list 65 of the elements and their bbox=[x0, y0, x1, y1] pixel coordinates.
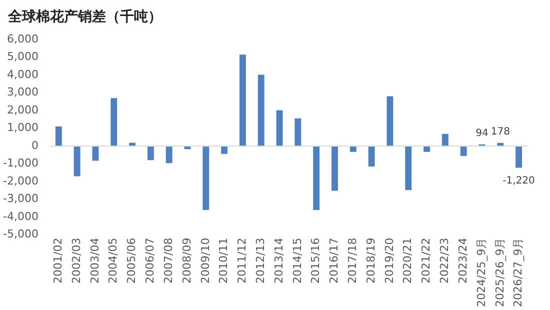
x-tick-label: 2002/03 bbox=[70, 238, 83, 284]
bar bbox=[460, 146, 467, 156]
bar bbox=[276, 110, 283, 146]
x-tick-label: 2006/07 bbox=[144, 238, 157, 284]
bar bbox=[258, 74, 264, 146]
bar bbox=[129, 142, 136, 146]
y-tick-label: -2,000 bbox=[2, 174, 38, 188]
x-tick-label: 2014/15 bbox=[290, 238, 304, 284]
bar bbox=[239, 54, 246, 146]
y-tick-label: 3,000 bbox=[6, 86, 38, 99]
bar bbox=[55, 126, 62, 146]
x-tick-label: 2019/20 bbox=[382, 238, 396, 284]
x-tick-label: 2020/21 bbox=[401, 238, 414, 284]
y-tick-label: -4,000 bbox=[2, 210, 38, 223]
x-tick-label: 2024/25_9月 bbox=[474, 238, 488, 308]
data-label: 178 bbox=[490, 126, 510, 138]
data-label: -1,220 bbox=[502, 175, 535, 186]
y-tick-label: 5,000 bbox=[6, 50, 38, 64]
bar bbox=[202, 146, 210, 210]
x-tick-label: 2023/24 bbox=[456, 238, 470, 284]
bar bbox=[332, 146, 338, 191]
x-tick-label: 2025/26_9月 bbox=[493, 238, 506, 308]
x-tick-label: 2016/17 bbox=[328, 238, 341, 284]
y-tick-label: 2,000 bbox=[6, 103, 38, 116]
bar bbox=[424, 146, 430, 152]
x-tick-label: 2004/05 bbox=[106, 238, 120, 284]
data-label: 94 bbox=[476, 128, 488, 139]
x-tick-label: 2001/02 bbox=[52, 238, 65, 284]
x-tick-label: 2015/16 bbox=[309, 238, 322, 284]
x-tick-label: 2003/04 bbox=[88, 238, 102, 284]
y-tick-label: -3,000 bbox=[2, 192, 38, 206]
bar bbox=[166, 146, 172, 164]
x-tick-label: 2007/08 bbox=[162, 238, 175, 284]
x-tick-label: 2011/12 bbox=[236, 238, 249, 284]
y-tick-label: 1,000 bbox=[6, 121, 38, 134]
x-tick-label: 2009/10 bbox=[198, 238, 212, 284]
y-tick-label: -1,000 bbox=[2, 156, 38, 170]
bar bbox=[147, 146, 154, 160]
y-tick-label: 6,000 bbox=[6, 32, 38, 46]
x-tick-label: 2013/14 bbox=[272, 238, 286, 284]
bar bbox=[386, 96, 394, 146]
x-tick-label: 2018/19 bbox=[364, 238, 378, 284]
bar bbox=[92, 146, 99, 161]
x-tick-label: 2026/27_9月 bbox=[512, 238, 525, 308]
bar bbox=[313, 146, 320, 210]
bar bbox=[368, 146, 375, 166]
bar bbox=[110, 98, 118, 146]
bar bbox=[516, 146, 522, 168]
y-tick-label: 0 bbox=[31, 138, 38, 152]
x-tick-label: 2010/11 bbox=[217, 238, 230, 284]
bar bbox=[405, 146, 412, 190]
x-tick-label: 2021/22 bbox=[420, 238, 433, 284]
x-tick-label: 2017/18 bbox=[346, 238, 360, 284]
chart-title: 全球棉花产销差（千吨） bbox=[8, 8, 162, 26]
bar bbox=[221, 146, 228, 154]
y-tick-label: -5,000 bbox=[2, 228, 38, 241]
bar bbox=[74, 146, 80, 176]
bar bbox=[442, 134, 448, 146]
bar bbox=[350, 146, 356, 152]
x-tick-label: 2012/13 bbox=[254, 238, 267, 284]
bar bbox=[294, 118, 302, 146]
x-tick-label: 2008/09 bbox=[180, 238, 194, 284]
x-tick-label: 2005/06 bbox=[125, 238, 138, 284]
x-tick-label: 2022/23 bbox=[438, 238, 452, 284]
y-tick-label: 4,000 bbox=[6, 68, 38, 81]
